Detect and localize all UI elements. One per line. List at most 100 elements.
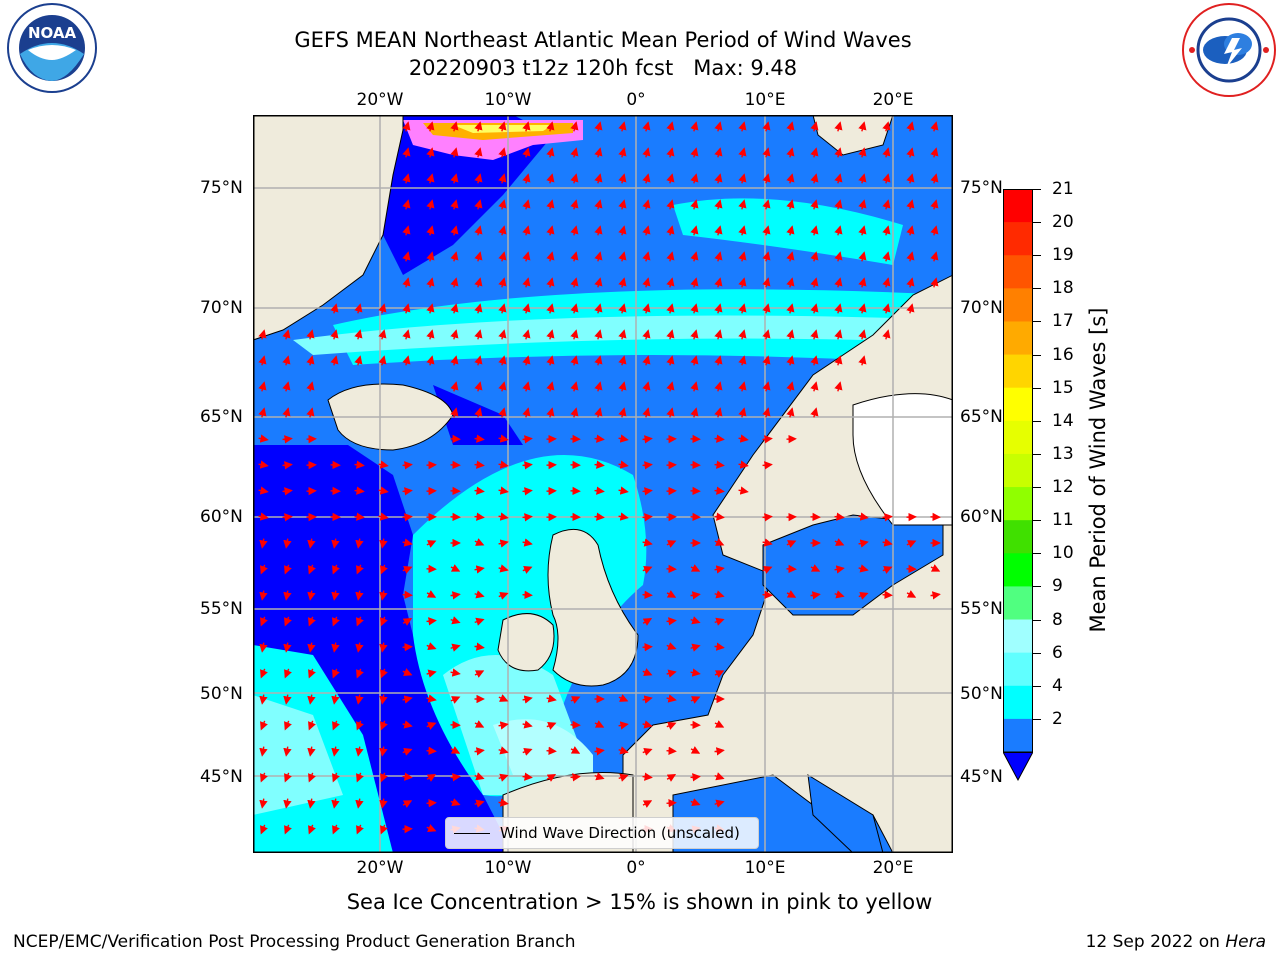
wave-direction-arrow — [786, 225, 795, 236]
wave-direction-arrow — [356, 564, 364, 575]
wave-direction-arrow — [402, 461, 413, 470]
wave-direction-arrow — [546, 329, 555, 340]
wave-direction-arrow — [642, 173, 651, 184]
colorbar-segment — [1003, 685, 1033, 720]
wave-direction-arrow — [642, 668, 653, 676]
colorbar-tick-mark — [1033, 685, 1041, 687]
lon-tick-bottom-20e: 20°E — [872, 858, 914, 878]
wave-direction-arrow — [522, 199, 531, 210]
wave-direction-arrow — [450, 225, 459, 236]
wave-direction-arrow — [618, 460, 629, 469]
wave-direction-arrow — [666, 798, 677, 808]
wave-direction-arrow — [402, 513, 413, 522]
wave-direction-arrow — [450, 643, 461, 652]
wave-direction-arrow — [307, 746, 316, 757]
wave-direction-arrow — [546, 121, 555, 132]
wave-direction-arrow — [858, 173, 867, 184]
wave-direction-arrow — [762, 566, 773, 574]
wave-direction-arrow — [882, 513, 893, 522]
wave-direction-arrow — [426, 798, 437, 808]
colorbar-tick-mark — [1033, 222, 1041, 224]
wave-direction-arrow — [402, 720, 413, 729]
wave-direction-arrow — [762, 407, 771, 418]
wave-direction-arrow — [331, 746, 340, 757]
wave-direction-arrow — [594, 460, 605, 469]
wave-direction-arrow — [379, 798, 388, 809]
wave-direction-arrow — [642, 695, 653, 704]
title-line-2: 20220903 t12z 120h fcst Max: 9.48 — [408, 56, 798, 80]
colorbar-tick-label: 18 — [1052, 278, 1074, 299]
wave-direction-arrow — [283, 590, 292, 601]
wave-direction-arrow — [307, 798, 316, 809]
wave-direction-arrow — [283, 798, 292, 809]
wave-direction-arrow — [906, 540, 917, 548]
wave-direction-arrow — [930, 564, 941, 572]
lat-tick-left-50n: 50°N — [200, 684, 243, 704]
wave-direction-arrow — [474, 381, 483, 392]
wave-direction-arrow — [810, 277, 819, 288]
wave-direction-arrow — [642, 642, 653, 652]
wave-direction-arrow — [522, 277, 531, 288]
wave-direction-arrow — [642, 303, 651, 314]
wave-direction-arrow — [474, 512, 485, 521]
wave-direction-arrow — [426, 355, 435, 366]
wave-direction-arrow — [306, 355, 315, 366]
lon-tick-top-20e: 20°E — [872, 90, 914, 110]
wave-direction-arrow — [738, 407, 747, 418]
colorbar-segment — [1003, 387, 1033, 422]
wave-direction-arrow — [714, 173, 723, 184]
wave-direction-arrow — [570, 147, 579, 158]
wave-direction-arrow — [259, 694, 268, 705]
wave-direction-arrow — [642, 121, 651, 132]
wave-direction-arrow — [330, 303, 339, 314]
wave-direction-arrow — [380, 824, 388, 835]
wave-direction-arrow — [258, 329, 267, 340]
wave-direction-arrow — [522, 225, 531, 236]
wave-direction-arrow — [882, 538, 893, 547]
wave-direction-arrow — [474, 434, 485, 443]
colorbar-tick-mark — [1033, 189, 1041, 190]
wave-direction-arrow — [474, 121, 483, 132]
wave-direction-arrow — [594, 251, 603, 262]
wave-direction-arrow — [786, 277, 795, 288]
wave-direction-arrow — [426, 590, 437, 598]
wave-direction-arrow — [666, 199, 675, 210]
wave-direction-arrow — [378, 460, 389, 469]
wave-direction-arrow — [522, 566, 533, 574]
wave-direction-arrow — [546, 407, 555, 418]
colorbar-tick-label: 10 — [1052, 543, 1074, 564]
wave-direction-arrow — [714, 747, 725, 756]
wave-direction-arrow — [618, 746, 629, 755]
wave-direction-arrow — [426, 225, 435, 236]
wave-direction-arrow — [810, 303, 819, 314]
colorbar-tick-mark — [1033, 652, 1041, 654]
wave-direction-arrow — [426, 147, 435, 158]
lat-tick-right-65n: 65°N — [960, 407, 1003, 427]
wave-direction-arrow — [666, 642, 677, 651]
wave-direction-arrow — [546, 277, 555, 288]
wave-direction-arrow — [762, 381, 771, 392]
title-line-1: GEFS MEAN Northeast Atlantic Mean Period… — [294, 28, 912, 52]
wave-direction-arrow — [258, 355, 267, 366]
wave-direction-arrow — [332, 824, 340, 835]
lat-tick-right-70n: 70°N — [960, 298, 1003, 318]
wave-direction-arrow — [618, 512, 629, 521]
wave-direction-arrow — [258, 434, 269, 443]
lat-tick-right-60n: 60°N — [960, 507, 1003, 527]
wave-direction-arrow — [762, 355, 771, 366]
sea-ice-note: Sea Ice Concentration > 15% is shown in … — [346, 890, 933, 914]
colorbar-tick-mark — [1033, 255, 1041, 257]
wave-direction-arrow — [618, 121, 627, 132]
wave-direction-arrow — [282, 329, 291, 340]
wave-direction-arrow — [642, 772, 653, 781]
wave-direction-arrow — [570, 199, 579, 210]
wave-direction-arrow — [522, 121, 531, 132]
wave-direction-arrow — [308, 824, 316, 835]
wave-direction-arrow — [570, 121, 579, 132]
wave-direction-arrow — [474, 147, 483, 158]
colorbar-svg — [1002, 189, 1034, 782]
wave-direction-arrow — [426, 669, 437, 678]
wave-direction-arrow — [810, 251, 819, 262]
footer-host: Hera — [1225, 932, 1266, 952]
wave-direction-arrow — [498, 694, 509, 702]
